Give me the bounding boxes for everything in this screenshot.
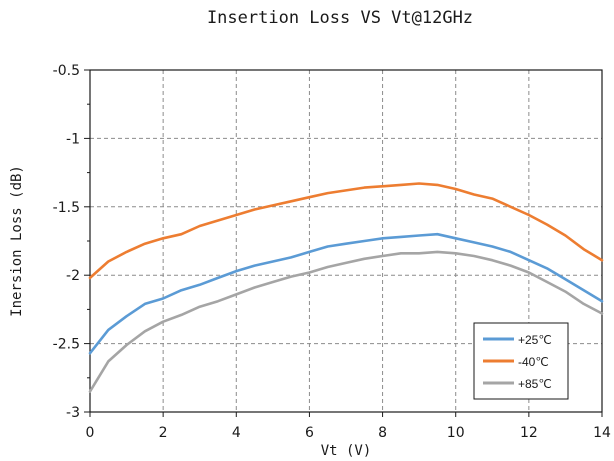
grid xyxy=(90,70,602,412)
legend-label: +25℃ xyxy=(518,333,552,347)
legend-label: -40℃ xyxy=(518,355,549,369)
x-tick-label: 2 xyxy=(159,425,168,441)
chart-title: Insertion Loss VS Vt@12GHz xyxy=(207,8,473,28)
x-tick-label: 8 xyxy=(378,425,387,441)
y-axis-label: Inersion Loss (dB) xyxy=(9,165,25,317)
x-axis-label: Vt (V) xyxy=(321,443,372,459)
y-tick-label: -1.5 xyxy=(53,200,80,216)
series-line-2 xyxy=(88,250,604,393)
y-tick-label: -0.5 xyxy=(53,63,80,79)
x-tick-label: 0 xyxy=(86,425,95,441)
x-tick-label: 4 xyxy=(232,425,241,441)
legend-label: +85℃ xyxy=(518,377,552,391)
series-line-1 xyxy=(88,182,604,280)
y-tick-label: -2.5 xyxy=(53,337,80,353)
legend: +25℃ -40℃ +85℃ xyxy=(473,322,569,400)
x-tick-label: 12 xyxy=(520,425,538,441)
axis-ticks: 0 2 4 6 8 10 12 14 -3 -2.5 -2 -1.5 -1 -0.5 xyxy=(53,63,611,441)
y-tick-label: -3 xyxy=(66,405,80,421)
x-tick-label: 14 xyxy=(593,425,611,441)
y-tick-label: -2 xyxy=(66,268,80,284)
x-tick-label: 10 xyxy=(447,425,465,441)
y-tick-label: -1 xyxy=(66,131,80,147)
series-line-0 xyxy=(88,232,604,355)
x-tick-label: 6 xyxy=(305,425,314,441)
series-lines xyxy=(88,182,604,393)
